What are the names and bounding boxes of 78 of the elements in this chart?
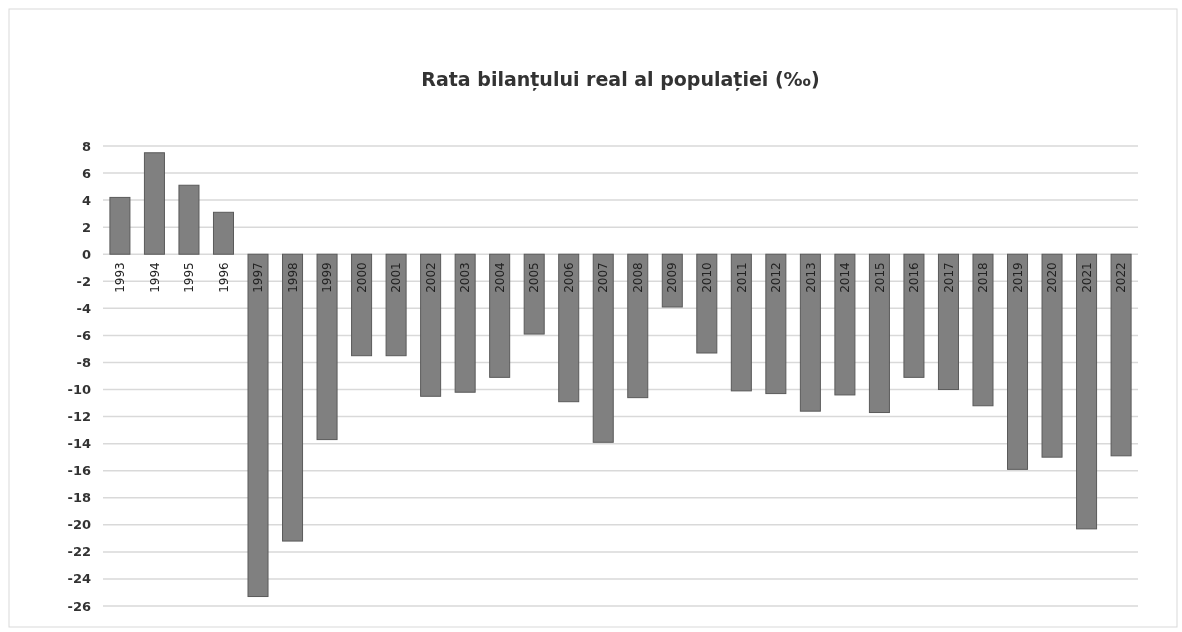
y-tick-label: -20 — [67, 517, 91, 533]
bar — [523, 253, 545, 335]
x-tick-label: 2001 — [389, 262, 404, 293]
bar — [868, 253, 890, 414]
bar — [282, 253, 304, 542]
bar — [454, 253, 476, 393]
bar — [1110, 253, 1132, 457]
bar — [834, 253, 856, 396]
bar — [489, 253, 511, 378]
y-tick-label: -12 — [67, 409, 91, 425]
x-tick-label: 2021 — [1079, 262, 1094, 293]
x-tick-label: 2022 — [1114, 262, 1129, 293]
y-tick-label: -8 — [76, 355, 91, 371]
x-tick-label: 1995 — [182, 262, 197, 293]
x-tick-label: 1999 — [320, 262, 335, 293]
bar — [247, 253, 269, 598]
bar — [1041, 253, 1063, 458]
bar — [385, 253, 407, 357]
x-tick-label: 2000 — [354, 262, 369, 293]
x-tick-label: 2014 — [838, 262, 853, 293]
bar — [316, 253, 338, 441]
y-tick-label: -2 — [76, 273, 91, 289]
x-tick-label: 2020 — [1045, 262, 1060, 293]
y-tick-label: 0 — [81, 246, 91, 262]
x-tick-label: 1998 — [285, 262, 300, 293]
bar — [1076, 253, 1098, 530]
bar — [627, 253, 649, 399]
y-tick-label: -26 — [67, 598, 91, 614]
x-tick-label: 2011 — [734, 262, 749, 293]
bar — [765, 253, 787, 395]
x-tick-label: 1996 — [216, 262, 231, 293]
bar — [212, 211, 234, 255]
y-tick-label: -24 — [67, 571, 91, 587]
x-tick-label: 1993 — [113, 262, 128, 293]
chart-title: Rata bilanțului real al populației (‰) — [421, 68, 820, 91]
x-tick-label: 2016 — [907, 262, 922, 293]
bar — [420, 253, 442, 397]
y-tick-label: -16 — [67, 463, 91, 479]
x-tick-label: 2002 — [423, 262, 438, 293]
bar — [351, 253, 373, 357]
y-tick-label: -14 — [67, 436, 91, 452]
y-tick-label: -10 — [67, 382, 91, 398]
x-tick-label: 2003 — [458, 262, 473, 293]
bar — [696, 253, 718, 354]
x-tick-label: 2019 — [1010, 262, 1025, 293]
x-tick-label: 2015 — [872, 262, 887, 293]
x-tick-label: 2017 — [941, 262, 956, 293]
x-tick-label: 2007 — [596, 262, 611, 293]
x-tick-label: 2004 — [492, 262, 507, 293]
y-tick-label: -18 — [67, 490, 91, 506]
bar — [937, 253, 959, 391]
x-tick-label: 2010 — [700, 262, 715, 293]
bar — [592, 253, 614, 443]
y-tick-label: 8 — [81, 138, 91, 154]
y-tick-label: 6 — [81, 165, 91, 181]
y-tick-label: -4 — [76, 300, 91, 316]
x-tick-label: 2009 — [665, 262, 680, 293]
bar — [143, 152, 165, 255]
y-tick-label: -22 — [67, 544, 91, 560]
bar — [903, 253, 925, 378]
y-tick-label: 2 — [81, 219, 91, 235]
x-tick-label: 2005 — [527, 262, 542, 293]
x-tick-label: 2012 — [769, 262, 784, 293]
x-tick-label: 1997 — [251, 262, 266, 293]
x-tick-label: 2006 — [561, 262, 576, 293]
y-tick-label: 4 — [81, 192, 91, 208]
bar — [558, 253, 580, 403]
bar — [109, 196, 131, 255]
y-tick-label: -6 — [76, 327, 91, 343]
bar — [799, 253, 821, 412]
bar — [178, 184, 200, 255]
x-tick-label: 1994 — [147, 262, 162, 293]
x-tick-label: 2013 — [803, 262, 818, 293]
bar — [730, 253, 752, 392]
bar — [1007, 253, 1029, 470]
bar — [972, 253, 994, 407]
x-tick-label: 2008 — [630, 262, 645, 293]
x-tick-label: 2018 — [976, 262, 991, 293]
